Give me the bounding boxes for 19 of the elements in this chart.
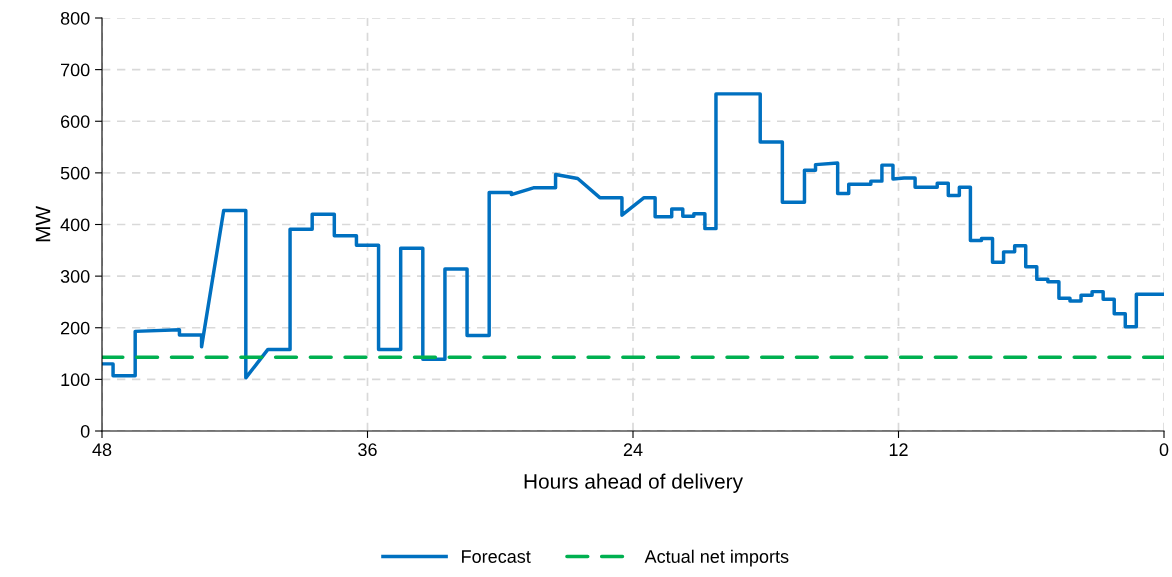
y-tick-label: 700 bbox=[61, 63, 90, 77]
x-tick-label: 48 bbox=[92, 443, 112, 457]
y-tick-label: 300 bbox=[60, 270, 90, 283]
line-series bbox=[102, 92, 1164, 380]
legend-label: Actual net imports bbox=[644, 549, 789, 567]
y-tick-label: 500 bbox=[60, 166, 90, 180]
y-tick-label: 400 bbox=[60, 218, 90, 232]
y-axis-title: MW bbox=[35, 206, 51, 242]
legend-label: Forecast bbox=[462, 550, 531, 563]
y-tick-label: 0 bbox=[80, 424, 90, 438]
x-axis-title: Hours ahead of delivery bbox=[524, 473, 743, 493]
y-tick-label: 600 bbox=[60, 115, 90, 128]
y-tick-label: 100 bbox=[61, 373, 90, 387]
y-tick-label: 200 bbox=[60, 321, 90, 335]
y-tick-label: 800 bbox=[60, 11, 90, 25]
x-tick-label: 12 bbox=[889, 443, 908, 456]
x-tick-label: 24 bbox=[623, 443, 643, 456]
x-tick-label: 36 bbox=[358, 443, 377, 457]
x-tick-label: 0 bbox=[1159, 443, 1169, 457]
